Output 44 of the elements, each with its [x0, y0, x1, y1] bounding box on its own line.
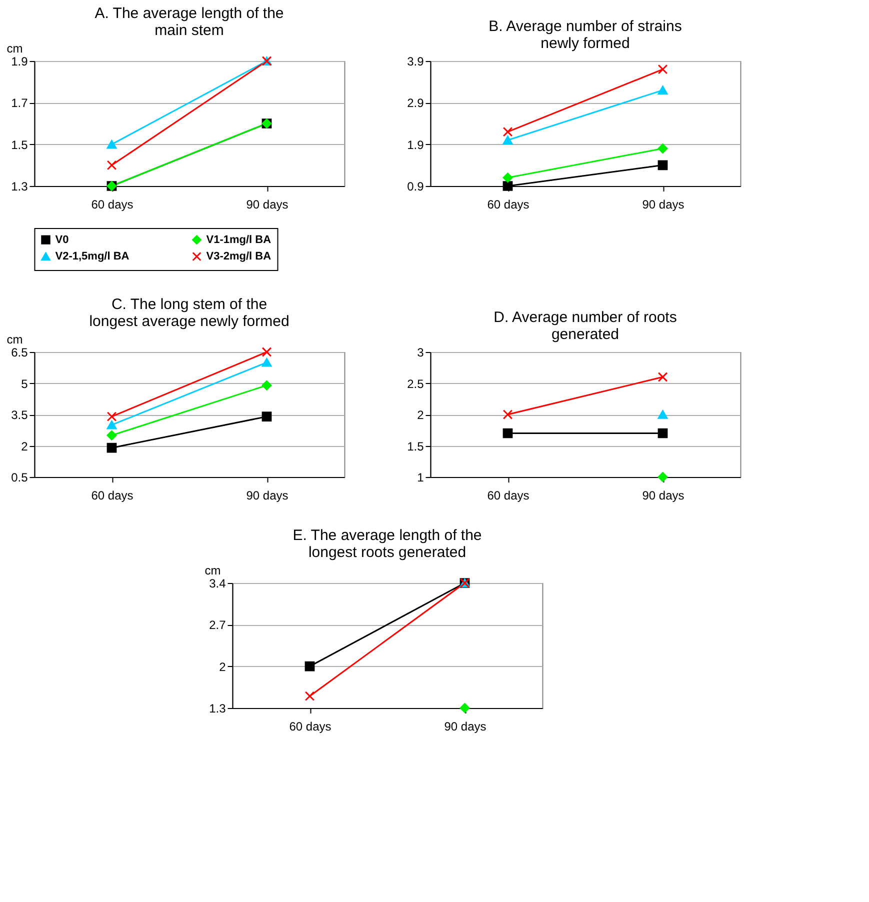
- y-tick-label: 6.5: [11, 346, 28, 360]
- y-tick-label: 2: [21, 439, 28, 454]
- x-tick-label: 90 days: [246, 198, 288, 212]
- y-tick-label: 2.5: [407, 376, 424, 391]
- x-tick-label: 90 days: [246, 488, 288, 502]
- y-tick-label: 1.5: [11, 138, 28, 152]
- x-tick-label: 90 days: [642, 488, 684, 502]
- y-tick-label: 3.4: [209, 576, 226, 590]
- x-tick-label: 60 days: [91, 488, 134, 502]
- chart-title: C. The long stem of the longest average newly formed: [89, 296, 290, 330]
- x-tick-label: 60 days: [91, 198, 134, 212]
- y-tick-label: 1.9: [11, 54, 28, 68]
- chart-title: B. Average number of strains newly formed: [488, 18, 682, 52]
- chart-title: D. Average number of roots generated: [494, 309, 677, 343]
- y-tick-label: 2: [417, 408, 424, 422]
- y-tick-label: 1.3: [209, 702, 226, 716]
- y-tick-label: 0.5: [11, 470, 28, 484]
- chart-title: A. The average length of the main stem: [94, 5, 284, 39]
- y-tick-label: 1: [417, 470, 424, 484]
- x-tick-label: 90 days: [444, 720, 486, 734]
- y-tick-label: 3: [417, 346, 424, 360]
- x-tick-label: 60 days: [487, 198, 530, 212]
- y-tick-label: 5: [21, 376, 28, 391]
- y-tick-label: 3.5: [11, 408, 28, 422]
- x-tick-label: 60 days: [289, 720, 332, 734]
- y-tick-label: 1.9: [407, 138, 424, 152]
- chart-title: E. The average length of the longest roots generated: [292, 527, 482, 561]
- y-tick-label: 2.9: [407, 96, 424, 110]
- legend-label: V3-2mg/l BA: [206, 250, 272, 262]
- y-tick-label: 2.7: [209, 618, 226, 632]
- y-axis-title: cm: [204, 564, 221, 578]
- y-tick-label: 2: [219, 660, 226, 674]
- y-tick-label: 3.9: [407, 54, 424, 68]
- y-axis-title: cm: [6, 42, 23, 56]
- legend-label: V2-1,5mg/l BA: [55, 250, 130, 262]
- y-tick-label: 1.5: [407, 439, 424, 454]
- legend-label: V0: [55, 234, 69, 246]
- y-tick-label: 1.3: [11, 180, 28, 194]
- y-axis-title: cm: [6, 332, 23, 346]
- x-tick-label: 60 days: [487, 488, 530, 502]
- legend-label: V1-1mg/l BA: [206, 234, 272, 246]
- x-tick-label: 90 days: [642, 198, 684, 212]
- y-tick-label: 1.7: [11, 96, 28, 110]
- y-tick-label: 0.9: [407, 180, 424, 194]
